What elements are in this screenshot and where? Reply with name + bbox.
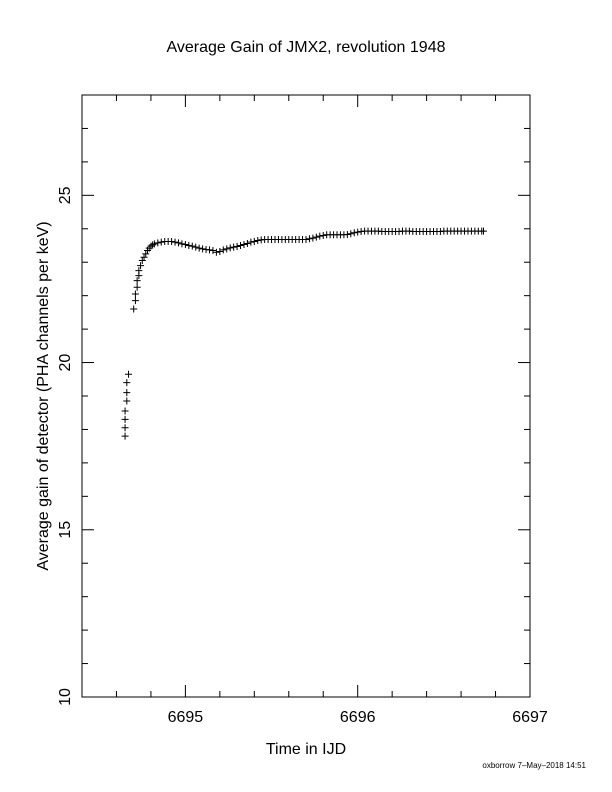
data-point	[133, 277, 141, 285]
data-point	[309, 234, 317, 242]
data-point	[168, 237, 176, 245]
data-point	[131, 297, 139, 305]
data-point	[130, 305, 138, 313]
data-point	[250, 237, 258, 245]
data-point	[216, 248, 224, 256]
data-point	[123, 379, 131, 387]
data-point	[247, 238, 255, 246]
y-axis-label: Average gain of detector (PHA channels p…	[35, 221, 52, 570]
y-tick-label: 15	[57, 521, 74, 539]
data-point	[195, 244, 203, 252]
data-point	[121, 415, 129, 423]
data-point	[237, 242, 245, 249]
data-point	[174, 239, 182, 247]
data-point	[133, 283, 141, 291]
data-point	[212, 248, 220, 256]
data-point	[305, 235, 313, 243]
data-point	[121, 407, 129, 415]
data-point	[354, 228, 362, 236]
data-point	[312, 233, 320, 241]
data-points	[121, 227, 487, 440]
minor-ticks	[81, 94, 530, 697]
data-point	[230, 243, 238, 251]
y-tick-label: 10	[57, 688, 74, 706]
data-point	[123, 389, 131, 397]
major-ticks	[82, 95, 531, 698]
data-point	[150, 240, 158, 248]
x-axis-label: Time in IJD	[266, 741, 346, 758]
data-point	[302, 235, 310, 243]
data-point	[223, 245, 231, 253]
data-point	[226, 244, 234, 252]
x-tick-label: 6696	[340, 709, 376, 726]
data-point	[343, 230, 351, 238]
data-point	[350, 229, 358, 237]
data-point	[188, 242, 196, 250]
data-point	[219, 246, 227, 254]
data-point	[185, 242, 193, 249]
data-point	[181, 240, 189, 248]
plot-frame	[81, 94, 531, 698]
data-point	[347, 230, 355, 238]
data-point	[125, 370, 133, 378]
data-point	[243, 239, 251, 247]
y-tick-label: 25	[57, 186, 74, 204]
x-tick-labels: 6695 6696 6697	[168, 709, 548, 726]
footer-stamp: oxborrow 7–May–2018 14:51	[482, 761, 586, 770]
data-point	[121, 432, 129, 440]
chart-title: Average Gain of JMX2, revolution 1948	[167, 39, 446, 56]
data-point	[157, 238, 165, 246]
y-tick-label: 20	[57, 354, 74, 372]
data-point	[131, 290, 139, 298]
data-point	[171, 238, 179, 246]
data-point	[192, 243, 200, 251]
data-point	[154, 239, 162, 247]
data-point	[121, 424, 129, 432]
data-point	[199, 245, 207, 253]
data-point	[240, 240, 248, 248]
data-point	[135, 267, 143, 275]
data-point	[178, 240, 186, 248]
data-point	[140, 253, 148, 261]
data-point	[142, 250, 150, 258]
data-point	[137, 262, 145, 270]
data-point	[149, 241, 157, 249]
data-point	[209, 247, 217, 255]
data-point	[123, 397, 131, 405]
data-point	[233, 243, 241, 251]
data-point	[479, 227, 487, 235]
data-point	[316, 232, 324, 240]
data-point	[138, 257, 146, 265]
y-tick-labels: 10 15 20 25	[57, 186, 74, 706]
x-tick-label: 6697	[512, 709, 548, 726]
data-point	[319, 231, 327, 239]
data-point	[206, 246, 214, 254]
x-tick-label: 6695	[168, 709, 204, 726]
data-point	[254, 236, 262, 244]
